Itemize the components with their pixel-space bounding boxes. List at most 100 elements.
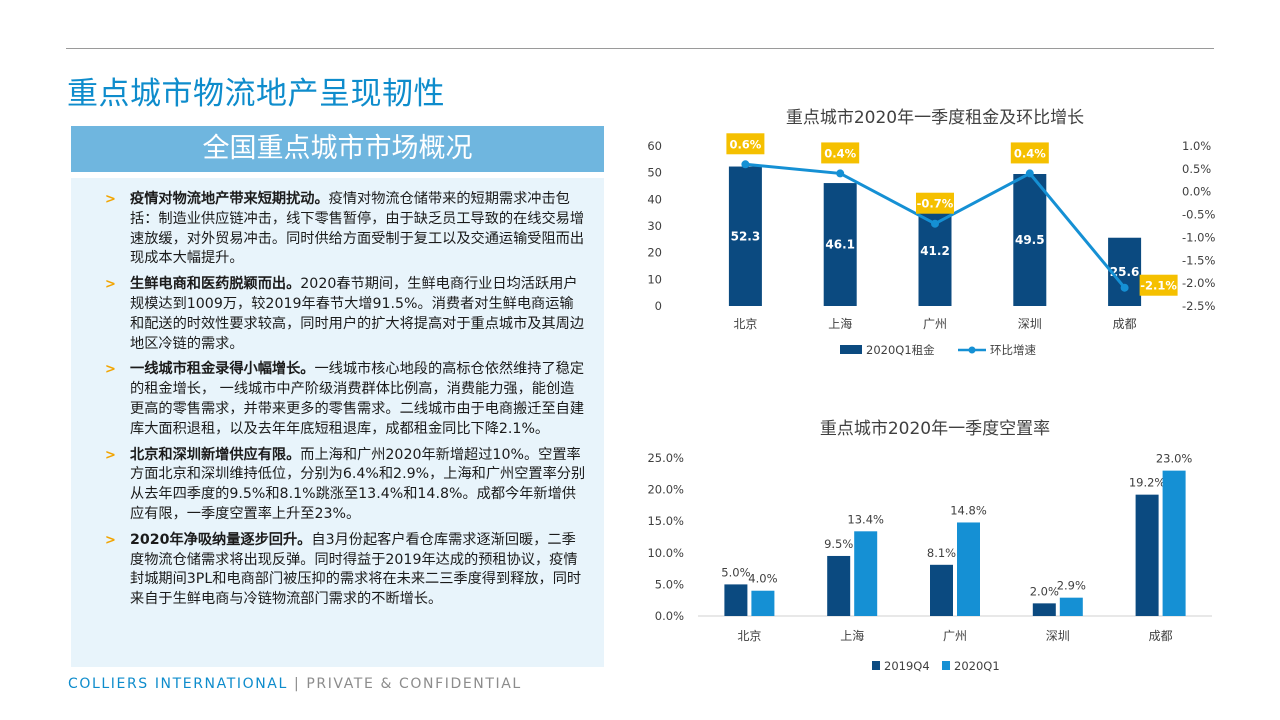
- overview-panel: > 疫情对物流地产带来短期扰动。疫情对物流仓储带来的短期需求冲击包括：制造业供应链…: [71, 178, 604, 667]
- vacancy-chart-title: 重点城市2020年一季度空置率: [819, 419, 1051, 439]
- rent-category-label: 深圳: [1018, 317, 1042, 331]
- growth-label-badge: [821, 142, 860, 164]
- vacancy-axis-tick-label: 5.0%: [655, 577, 684, 591]
- bullet-item: > 生鲜电商和医药脱颖而出。2020春节期间，生鲜电商行业日均活跃用户规模达到10…: [71, 275, 604, 354]
- left-axis-tick-label: 20: [647, 246, 662, 260]
- rent-category-label: 广州: [923, 317, 947, 331]
- right-axis-tick-label: 1.0%: [1182, 139, 1211, 153]
- vacancy-category-label: 广州: [943, 629, 967, 643]
- vacancy-value-label: 2.0%: [1030, 584, 1059, 598]
- footer-brand: COLLIERS INTERNATIONAL: [68, 676, 288, 692]
- vacancy-bar: [1059, 597, 1083, 616]
- bullet-text: 一线城市核心地段的高标仓依然维持了稳定的租金增长， 一线城市中产阶级消费群体比例…: [130, 361, 585, 437]
- rent-bar-value-label: 41.2: [920, 244, 950, 258]
- rent-bar-value-label: 46.1: [825, 238, 855, 252]
- vacancy-value-label: 4.0%: [748, 572, 777, 586]
- bullet-list: > 疫情对物流地产带来短期扰动。疫情对物流仓储带来的短期需求冲击包括：制造业供应链…: [71, 190, 604, 616]
- top-rule: [66, 48, 1214, 49]
- footer-separator: |: [293, 676, 301, 692]
- growth-label-badge: [1010, 142, 1049, 164]
- growth-label-badge: [1139, 274, 1178, 296]
- bullet-item: > 疫情对物流地产带来短期扰动。疫情对物流仓储带来的短期需求冲击包括：制造业供应链…: [71, 190, 604, 269]
- vacancy-value-label: 9.5%: [824, 537, 853, 551]
- left-axis-tick-label: 30: [647, 219, 662, 233]
- vacancy-category-label: 北京: [737, 629, 761, 643]
- rent-bar-value-label: 25.6: [1110, 265, 1140, 279]
- legend-marker-growth: [968, 346, 976, 354]
- rent-bar: [1108, 237, 1142, 306]
- vacancy-axis-tick-label: 10.0%: [647, 546, 684, 560]
- chevron-right-icon: >: [105, 277, 116, 293]
- legend-swatch-rent: [840, 345, 862, 354]
- chevron-right-icon: >: [105, 447, 116, 463]
- vacancy-value-label: 13.4%: [847, 512, 884, 526]
- vacancy-axis-tick-label: 0.0%: [655, 609, 684, 623]
- bullet-item: > 一线城市租金录得小幅增长。一线城市核心地段的高标仓依然维持了稳定的租金增长， …: [71, 360, 604, 439]
- chevron-right-icon: >: [105, 532, 116, 548]
- bullet-text: 疫情对物流仓储带来的短期需求冲击包括：制造业供应链冲击，线下零售暂停，由于缺乏员…: [130, 191, 585, 267]
- left-axis-tick-label: 40: [647, 192, 662, 206]
- bullet-lead: 北京和深圳新增供应有限。: [130, 446, 301, 463]
- vacancy-category-label: 成都: [1149, 629, 1173, 643]
- rent-chart: 0 10 20 30 40 50 60 1.0% 0.5% 0.0% -0.5% -1.0% -1.5%…: [647, 133, 1215, 357]
- bullet-text: 而上海和广州2020年新增超过10%。空置率方面北京和深圳维持低位，分别为6.4…: [130, 446, 586, 522]
- bullet-lead: 一线城市租金录得小幅增长。: [130, 361, 315, 378]
- vacancy-legend-swatch: [942, 661, 950, 670]
- vacancy-bar: [854, 531, 878, 616]
- rent-category-label: 成都: [1113, 317, 1137, 331]
- panel-title: 全国重点城市市场概况: [71, 126, 604, 172]
- right-axis-tick-label: 0.5%: [1182, 162, 1211, 176]
- vacancy-value-label: 23.0%: [1156, 452, 1193, 466]
- growth-point: [836, 169, 845, 178]
- chevron-right-icon: >: [105, 192, 116, 207]
- vacancy-value-label: 8.1%: [927, 546, 956, 560]
- growth-label-badge: [726, 133, 765, 155]
- rent-category-label: 上海: [828, 316, 852, 331]
- growth-point: [741, 160, 750, 169]
- rent-bar: [1013, 174, 1047, 306]
- vacancy-value-label: 2.9%: [1057, 579, 1086, 593]
- vacancy-bar: [724, 584, 748, 616]
- vacancy-category-label: 上海: [840, 628, 864, 643]
- vacancy-bar: [827, 555, 851, 616]
- rent-bar: [823, 183, 857, 306]
- left-axis-tick-label: 10: [647, 272, 662, 286]
- footer: COLLIERS INTERNATIONAL | PRIVATE & CONFI…: [68, 676, 522, 692]
- right-axis-tick-label: -0.5%: [1182, 208, 1215, 222]
- right-axis-tick-label: -1.5%: [1182, 253, 1215, 267]
- bullet-lead: 2020年净吸纳量逐步回升。: [130, 531, 312, 548]
- vacancy-bar: [1032, 603, 1056, 616]
- bullet-lead: 疫情对物流地产带来短期扰动。: [130, 191, 329, 207]
- growth-value-label: 0.6%: [729, 137, 761, 151]
- growth-label-badge: [916, 192, 954, 214]
- bullet-text: 2020春节期间，生鲜电商行业日均活跃用户规模达到1009万，较2019年春节大…: [130, 276, 585, 352]
- growth-value-label: -0.7%: [917, 197, 954, 211]
- vacancy-value-label: 14.8%: [950, 503, 987, 517]
- vacancy-legend-swatch: [872, 661, 880, 670]
- vacancy-bar: [1135, 494, 1159, 616]
- left-axis-tick-label: 0: [655, 299, 662, 313]
- growth-point: [931, 219, 939, 228]
- vacancy-bar: [1162, 470, 1186, 616]
- rent-category-label: 北京: [733, 317, 757, 331]
- vacancy-axis-tick-label: 20.0%: [647, 483, 684, 497]
- chevron-right-icon: >: [105, 362, 116, 378]
- right-axis-tick-label: -2.0%: [1182, 276, 1215, 290]
- bullet-item: > 北京和深圳新增供应有限。而上海和广州2020年新增超过10%。空置率方面北京和…: [71, 446, 604, 525]
- right-axis-tick-label: -2.5%: [1182, 299, 1215, 313]
- rent-chart-title: 重点城市2020年一季度租金及环比增长: [785, 108, 1085, 128]
- growth-point: [1025, 169, 1034, 178]
- left-axis-tick-label: 60: [647, 139, 662, 153]
- vacancy-axis-tick-label: 15.0%: [647, 514, 684, 528]
- bullet-item: >2020年净吸纳量逐步回升。自3月份起客户看仓库需求逐渐回暖，二季度物流仓储需…: [71, 531, 604, 610]
- vacancy-value-label: 19.2%: [1129, 476, 1166, 490]
- growth-value-label: -2.1%: [1140, 279, 1177, 293]
- rent-bar-value-label: 52.3: [731, 229, 761, 243]
- legend-label-growth: 环比增速: [990, 343, 1036, 357]
- right-axis-tick-label: -1.0%: [1182, 230, 1215, 244]
- growth-value-label: 0.4%: [824, 146, 856, 160]
- vacancy-bar: [930, 564, 953, 616]
- legend-label-rent: 2020Q1租金: [866, 343, 935, 357]
- growth-value-label: 0.4%: [1014, 146, 1046, 160]
- bullet-lead: 生鲜电商和医药脱颖而出。: [130, 276, 301, 293]
